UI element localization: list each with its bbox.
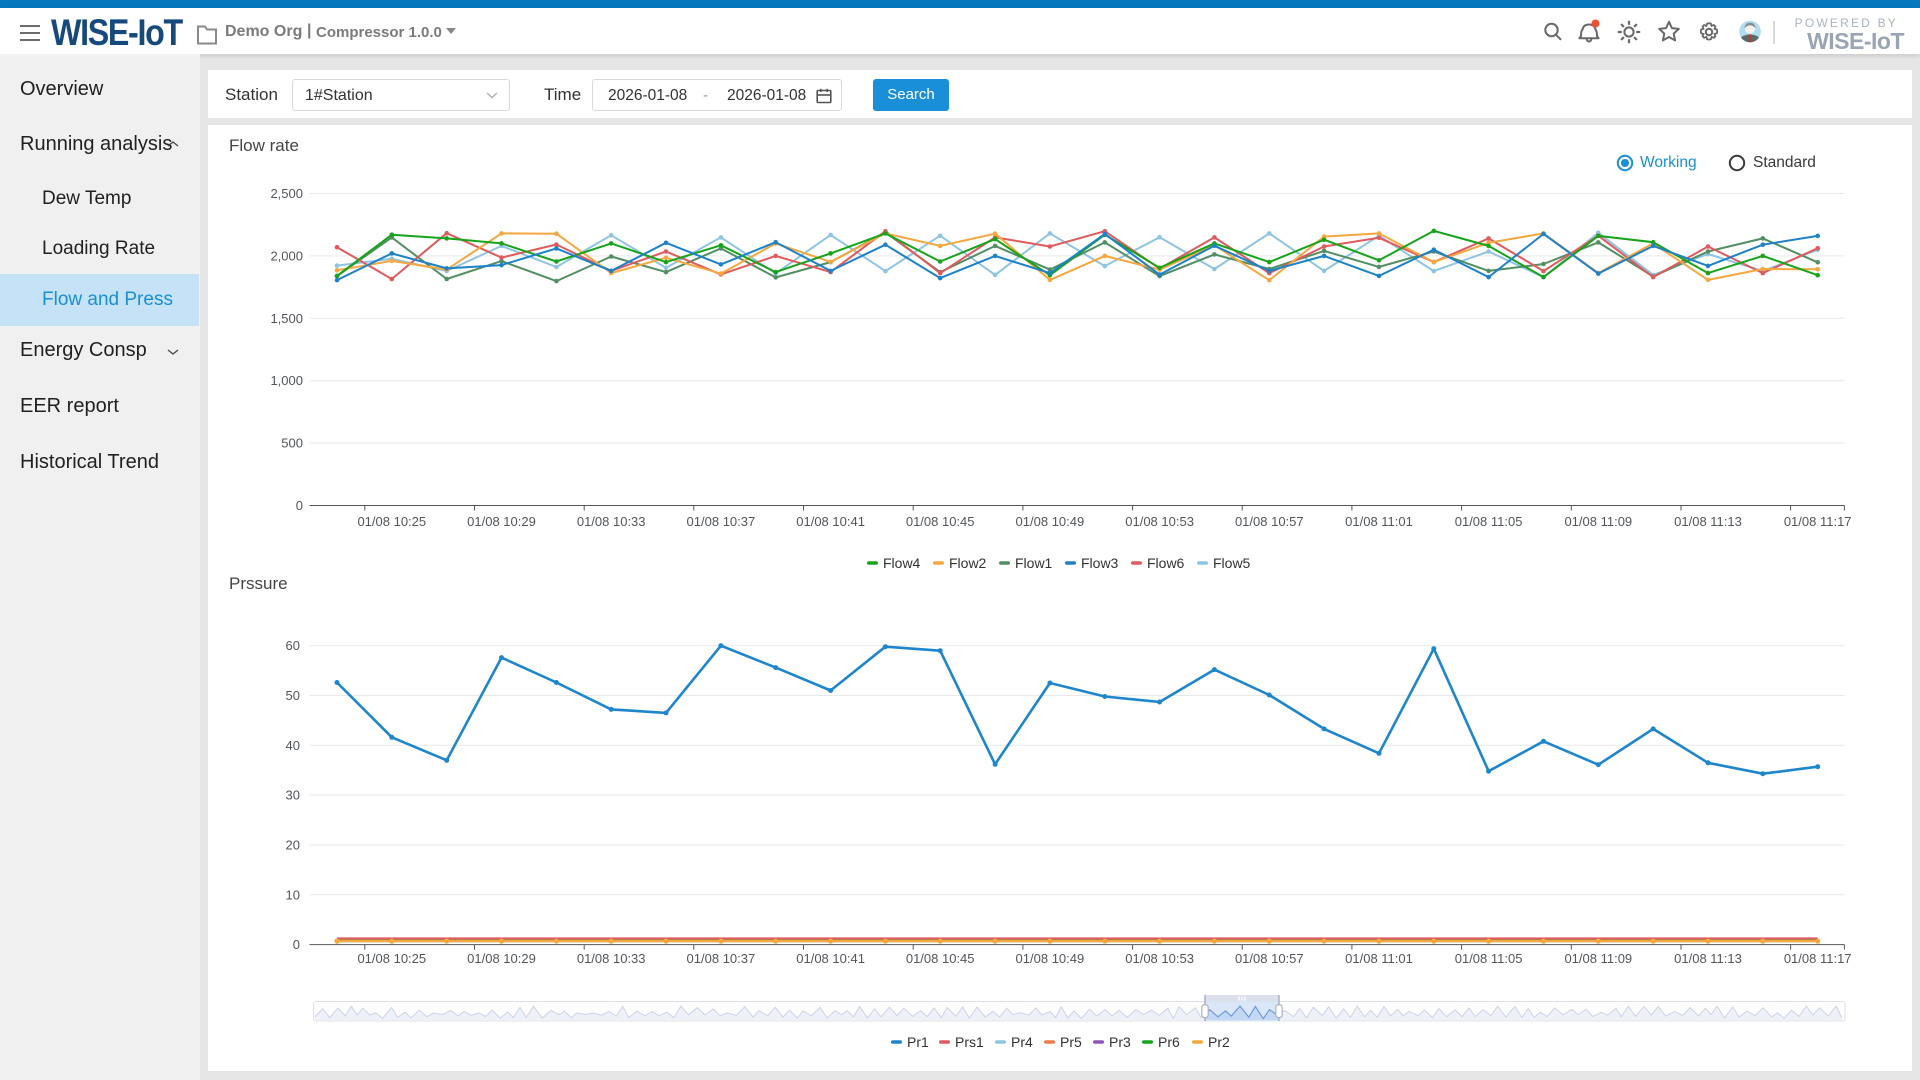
svg-text:01/08 11:17: 01/08 11:17 — [1784, 514, 1852, 529]
svg-text:01/08 10:25: 01/08 10:25 — [357, 951, 426, 966]
svg-text:01/08 10:29: 01/08 10:29 — [467, 514, 536, 529]
svg-text:01/08 10:33: 01/08 10:33 — [577, 514, 646, 529]
svg-text:1,000: 1,000 — [270, 373, 303, 388]
svg-text:Flow3: Flow3 — [1081, 555, 1119, 571]
svg-text:Pr3: Pr3 — [1109, 1034, 1131, 1050]
svg-text:Pr5: Pr5 — [1060, 1034, 1082, 1050]
svg-text:01/08 10:41: 01/08 10:41 — [796, 514, 865, 529]
svg-text:Prs1: Prs1 — [955, 1034, 984, 1050]
svg-text:2,000: 2,000 — [270, 248, 303, 263]
svg-text:01/08 10:53: 01/08 10:53 — [1125, 951, 1194, 966]
svg-text:Flow6: Flow6 — [1147, 555, 1185, 571]
svg-text:01/08 10:29: 01/08 10:29 — [467, 951, 536, 966]
svg-text:01/08 10:45: 01/08 10:45 — [906, 514, 975, 529]
svg-text:01/08 10:41: 01/08 10:41 — [796, 951, 865, 966]
svg-text:01/08 11:01: 01/08 11:01 — [1345, 514, 1413, 529]
svg-text:01/08 11:09: 01/08 11:09 — [1564, 951, 1632, 966]
svg-text:01/08 10:37: 01/08 10:37 — [687, 514, 756, 529]
svg-text:01/08 11:09: 01/08 11:09 — [1564, 514, 1632, 529]
svg-text:01/08 11:13: 01/08 11:13 — [1674, 514, 1742, 529]
svg-text:1,500: 1,500 — [270, 311, 303, 326]
svg-text:01/08 11:17: 01/08 11:17 — [1784, 951, 1852, 966]
svg-text:01/08 10:25: 01/08 10:25 — [357, 514, 426, 529]
svg-text:01/08 10:37: 01/08 10:37 — [687, 951, 756, 966]
svg-text:01/08 10:49: 01/08 10:49 — [1016, 951, 1085, 966]
svg-text:Pr2: Pr2 — [1208, 1034, 1230, 1050]
svg-text:2,500: 2,500 — [270, 186, 303, 201]
svg-text:20: 20 — [286, 838, 300, 853]
svg-text:01/08 10:57: 01/08 10:57 — [1235, 514, 1304, 529]
svg-text:10: 10 — [286, 887, 300, 902]
svg-text:01/08 11:05: 01/08 11:05 — [1455, 514, 1523, 529]
svg-text:01/08 10:53: 01/08 10:53 — [1125, 514, 1194, 529]
svg-text:Pr1: Pr1 — [907, 1034, 929, 1050]
svg-text:Pr6: Pr6 — [1158, 1034, 1180, 1050]
svg-text:50: 50 — [286, 688, 300, 703]
svg-text:01/08 10:33: 01/08 10:33 — [577, 951, 646, 966]
svg-text:01/08 11:05: 01/08 11:05 — [1455, 951, 1523, 966]
svg-text:Flow4: Flow4 — [883, 555, 921, 571]
svg-text:01/08 11:13: 01/08 11:13 — [1674, 951, 1742, 966]
svg-text:01/08 10:45: 01/08 10:45 — [906, 951, 975, 966]
svg-text:0: 0 — [293, 937, 300, 952]
svg-text:Flow1: Flow1 — [1015, 555, 1053, 571]
svg-text:Flow5: Flow5 — [1213, 555, 1251, 571]
svg-text:01/08 10:49: 01/08 10:49 — [1016, 514, 1085, 529]
svg-text:0: 0 — [296, 498, 303, 513]
svg-text:500: 500 — [281, 436, 303, 451]
svg-text:40: 40 — [286, 738, 300, 753]
svg-text:Pr4: Pr4 — [1011, 1034, 1033, 1050]
svg-text:01/08 11:01: 01/08 11:01 — [1345, 951, 1413, 966]
svg-text:01/08 10:57: 01/08 10:57 — [1235, 951, 1304, 966]
svg-text:Flow2: Flow2 — [949, 555, 987, 571]
svg-text:60: 60 — [286, 638, 300, 653]
svg-text:30: 30 — [286, 788, 300, 803]
